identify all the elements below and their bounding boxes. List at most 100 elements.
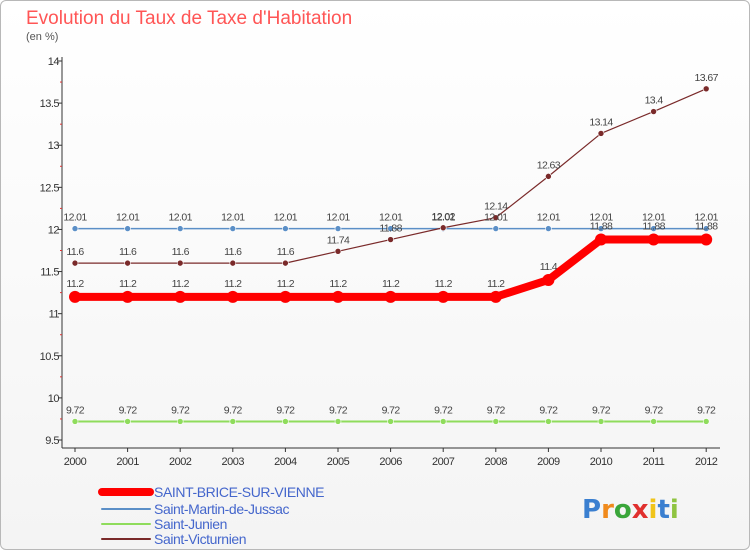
data-point <box>702 418 710 425</box>
data-label: 9.72 <box>697 404 716 416</box>
data-point <box>229 259 237 267</box>
series-layer <box>69 85 713 425</box>
data-point <box>121 290 134 303</box>
x-tick-label: 2006 <box>379 456 402 468</box>
y-tick-label: 14 <box>48 56 60 68</box>
chart-title: Evolution du Taux de Taxe d'Habitation <box>26 8 352 29</box>
x-tick-label: 2010 <box>590 456 613 468</box>
data-point <box>229 418 237 425</box>
x-tick-label: 2007 <box>432 456 455 468</box>
data-point <box>334 418 342 425</box>
data-point <box>334 248 342 255</box>
data-point <box>387 225 394 232</box>
data-label: 11.6 <box>224 246 242 258</box>
data-label: 12.01 <box>695 212 719 224</box>
data-label: 12.01 <box>642 212 666 224</box>
data-label: 9.72 <box>592 404 611 416</box>
data-label: 9.72 <box>382 404 401 416</box>
data-label: 12.01 <box>63 212 87 224</box>
data-point <box>439 224 447 232</box>
data-label: 12.01 <box>326 212 350 224</box>
data-point <box>332 290 344 303</box>
data-label: 12.01 <box>221 212 245 224</box>
data-label: 9.72 <box>66 404 85 416</box>
data-label: 11.88 <box>695 221 718 233</box>
data-label: 13.4 <box>645 95 664 107</box>
data-label: 9.72 <box>434 404 453 416</box>
y-tick-label: 10 <box>48 393 60 405</box>
x-tick-label: 2009 <box>537 456 560 468</box>
data-label: 12.01 <box>484 212 508 224</box>
data-point <box>282 418 289 425</box>
data-label: 12.63 <box>537 159 561 171</box>
y-tick-label: 13 <box>48 140 60 152</box>
y-tick-label: 12.5 <box>40 182 60 194</box>
data-label: 11.2 <box>435 278 453 290</box>
data-label: 12.01 <box>116 212 140 224</box>
data-point <box>650 418 657 425</box>
data-label: 11.2 <box>329 278 347 290</box>
data-label: 11.2 <box>172 278 190 290</box>
data-label: 12.01 <box>537 212 561 224</box>
y-tick-label: 11 <box>49 309 60 321</box>
x-tick-label: 2001 <box>116 456 139 468</box>
data-label: 11.2 <box>66 278 84 290</box>
data-label: 9.72 <box>276 404 295 416</box>
y-tick-label: 12 <box>48 224 60 236</box>
data-label: 11.4 <box>540 261 558 273</box>
x-tick-label: 2000 <box>64 456 87 468</box>
x-tick-label: 2012 <box>695 456 718 468</box>
data-point <box>384 290 397 303</box>
x-tick-label: 2008 <box>485 456 508 468</box>
y-tick-label: 11.5 <box>40 267 59 279</box>
data-label: 12.01 <box>589 212 613 224</box>
data-label: 11.6 <box>172 246 190 258</box>
data-label: 11.74 <box>327 234 350 246</box>
data-label: 12.14 <box>484 201 508 213</box>
data-labels: 9.72 9.72 9.72 9.72 9.72 9.72 9.72 9.72 9.72 9.72… <box>63 72 719 417</box>
y-tick-label: 10.5 <box>40 351 60 363</box>
data-point <box>437 290 450 303</box>
data-point <box>492 225 500 232</box>
data-point <box>700 233 713 246</box>
data-point <box>387 418 394 425</box>
data-label: 12.01 <box>169 212 193 224</box>
data-point <box>174 290 187 303</box>
data-label: 12.01 <box>379 212 403 224</box>
data-point <box>69 290 81 303</box>
data-point <box>124 418 131 425</box>
data-point <box>650 108 657 115</box>
data-point <box>489 290 502 303</box>
data-point <box>334 225 342 232</box>
data-label: 11.2 <box>277 278 295 290</box>
data-point <box>597 418 605 425</box>
data-point <box>650 225 657 232</box>
data-point <box>229 225 237 232</box>
data-point <box>597 130 605 137</box>
y-tick-label: 9.5 <box>45 435 59 447</box>
data-label: 11.6 <box>119 246 137 258</box>
data-point <box>71 259 79 267</box>
proxiti-logo: Proxiti <box>582 495 679 525</box>
data-point <box>492 214 500 221</box>
data-label: 11.2 <box>382 278 400 290</box>
data-label: 13.14 <box>589 116 613 128</box>
data-label: 11.2 <box>119 278 137 290</box>
data-point <box>176 225 184 232</box>
data-label: 13.67 <box>695 72 719 84</box>
data-point <box>439 418 447 425</box>
data-label: 11.88 <box>379 223 402 235</box>
data-label: 9.72 <box>119 404 138 416</box>
data-label: 11.6 <box>277 246 295 258</box>
legend: SAINT-BRICE-SUR-VIENNESaint-Martin-de-Ju… <box>98 484 325 547</box>
data-point <box>702 225 710 232</box>
legend-entry: SAINT-BRICE-SUR-VIENNE <box>154 484 324 500</box>
data-label: 9.72 <box>329 404 348 416</box>
y-tick-label: 13.5 <box>40 98 60 110</box>
data-point <box>279 290 292 303</box>
x-tick-label: 2005 <box>327 456 350 468</box>
data-label: 11.88 <box>642 221 665 233</box>
data-point <box>545 418 552 425</box>
